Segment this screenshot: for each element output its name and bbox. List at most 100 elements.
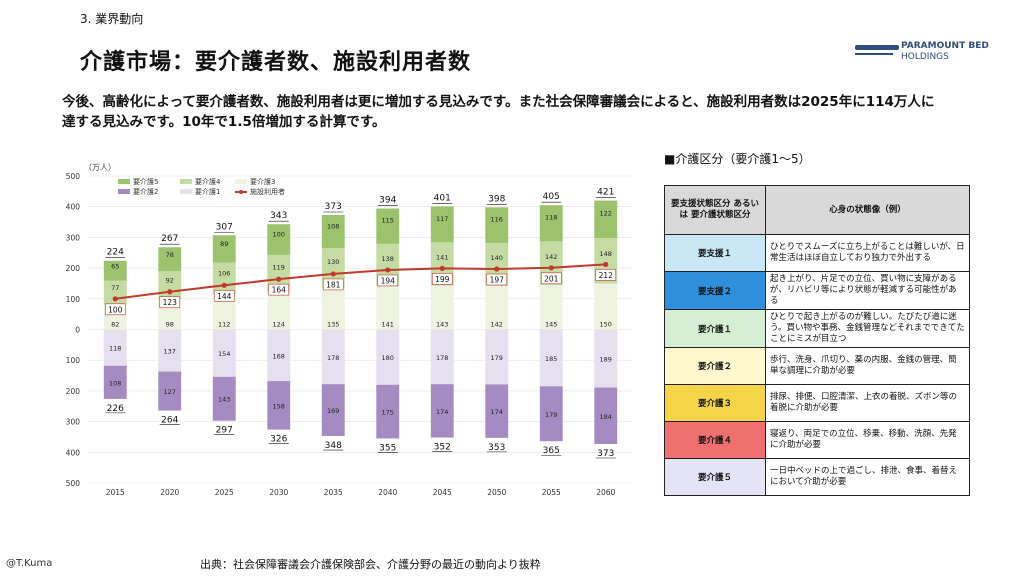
bar-segment <box>267 291 291 330</box>
x-tick-label: 2035 <box>324 488 343 497</box>
care-table-row: 要介護２ 歩行、洗身、爪切り、薬の内服、金銭の管理、簡単な調理に介助が必要 <box>664 347 970 385</box>
bar-segment <box>485 384 509 438</box>
line-label-box <box>159 296 181 309</box>
bar-value-label: 116 <box>491 216 503 224</box>
line-value-label: 194 <box>381 276 396 285</box>
bar-value-label: 142 <box>491 321 503 329</box>
care-level-label: 要介護４ <box>664 421 766 459</box>
bar-value-label: 174 <box>436 408 448 416</box>
line-label-box <box>104 303 126 316</box>
bar-value-label: 169 <box>327 407 339 415</box>
bar-segment <box>212 295 236 330</box>
x-tick-label: 2020 <box>160 488 179 497</box>
bar-segment <box>212 262 236 296</box>
legend-label: 要介護5 <box>133 177 158 186</box>
x-tick-label: 2015 <box>106 488 125 497</box>
line-value-label: 197 <box>490 276 505 285</box>
logo-text-line1: PARAMOUNT BED <box>901 41 989 51</box>
bar-segment <box>158 329 182 372</box>
bar-total-label: 348 <box>325 441 342 451</box>
bar-segment <box>212 376 236 421</box>
bar-value-label: 141 <box>382 321 394 329</box>
care-level-description: ひとりでスムーズに立ち上がることは難しいが、日常生活はほぼ自立しており独力で外出… <box>765 234 970 272</box>
care-level-description: 歩行、洗身、爪切り、薬の内服、金銭の管理、簡単な調理に介助が必要 <box>765 347 970 385</box>
bar-value-label: 112 <box>218 321 230 329</box>
intro-text: 今後、高齢化によって要介護者数、施設利用者は更に増加する見込みです。また社会保障… <box>62 94 935 130</box>
line-point <box>167 289 173 295</box>
y-tick-label: 100 <box>66 295 81 304</box>
y-tick-label: 300 <box>66 418 81 427</box>
bar-segment <box>376 208 400 244</box>
bar-total-label: 226 <box>107 404 124 414</box>
bar-total-label: 401 <box>434 193 451 203</box>
bar-value-label: 137 <box>164 348 176 356</box>
bar-value-label: 150 <box>600 321 612 329</box>
line-label-box <box>322 278 344 291</box>
bar-value-label: 174 <box>491 408 503 416</box>
line-point <box>548 265 554 271</box>
bar-total-label: 353 <box>488 443 505 453</box>
bar-segment <box>594 387 618 445</box>
bar-value-label: 124 <box>273 321 285 329</box>
care-table-row: 要介護５ 一日中ベッドの上で過ごし、排泄、食事、着替えにおいて介助が必要 <box>664 458 970 496</box>
bar-segment <box>103 260 127 281</box>
page-title: 介護市場：要介護者数、施設利用者数 <box>80 50 472 75</box>
bar-value-label: 179 <box>491 354 503 362</box>
bar-value-label: 98 <box>166 321 174 329</box>
line-value-label: 100 <box>108 305 123 314</box>
y-tick-label: 300 <box>66 233 81 242</box>
legend-swatch <box>235 179 247 184</box>
bar-value-label: 65 <box>111 263 119 271</box>
legend-line-marker <box>239 190 243 194</box>
bar-segment <box>594 283 618 330</box>
care-table-row: 要介護３ 排尿、排便、口腔清潔、上衣の着脱、ズボン等の着脱に介助が必要 <box>664 384 970 422</box>
bar-total-label: 373 <box>325 202 342 212</box>
bar-value-label: 119 <box>273 264 285 272</box>
care-level-label: 要支援１ <box>664 234 766 272</box>
care-level-label: 要介護３ <box>664 384 766 422</box>
bar-value-label: 115 <box>382 217 394 225</box>
bar-total-label: 326 <box>270 435 287 445</box>
bar-total-label: 297 <box>216 426 233 436</box>
care-level-description: 排尿、排便、口腔清潔、上衣の着脱、ズボン等の着脱に介助が必要 <box>765 384 970 422</box>
bar-total-label: 398 <box>488 194 505 204</box>
bar-segment <box>321 329 345 385</box>
legend-swatch <box>180 179 192 184</box>
bar-total-label: 394 <box>379 196 396 206</box>
legend-label: 要介護3 <box>250 177 275 186</box>
line-point <box>112 296 118 302</box>
bar-total-label: 405 <box>543 192 560 202</box>
bar-total-label: 352 <box>434 443 451 453</box>
care-level-description: 起き上がり、片足での立位、買い物に支障があるが、リハビリ等により状態が軽減する可… <box>765 271 970 310</box>
bar-total-label: 421 <box>597 188 614 198</box>
logo-text-line2: HOLDINGS <box>901 52 949 62</box>
care-table-header-desc: 心身の状態像（例） <box>765 185 970 235</box>
line-label-box <box>377 274 399 287</box>
line-label-box <box>540 272 562 285</box>
line-point <box>276 276 282 282</box>
bar-value-label: 108 <box>109 379 121 387</box>
legend-label: 要介護4 <box>195 177 221 186</box>
section-label: 3. 業界動向 <box>80 12 144 26</box>
bar-segment <box>158 371 182 411</box>
bar-segment <box>267 381 291 430</box>
line-value-label: 164 <box>272 286 287 295</box>
y-tick-label: 200 <box>66 387 81 396</box>
bar-value-label: 175 <box>382 409 394 417</box>
line-label-box <box>268 283 290 296</box>
y-tick-label: 0 <box>75 326 80 335</box>
care-table-row: 要介護１ ひとりで起き上がるのが難しい。たびたび道に迷う。買い物や事務、金銭管理な… <box>664 309 970 348</box>
bar-total-label: 224 <box>107 248 124 258</box>
legend-label: 施設利用者 <box>250 187 285 196</box>
line-point <box>439 265 445 272</box>
bar-segment <box>376 329 400 385</box>
bar-total-label: 343 <box>270 211 287 221</box>
bar-segment <box>539 205 563 242</box>
care-level-label: 要介護５ <box>664 458 766 496</box>
y-tick-label: 100 <box>66 356 81 365</box>
line-value-label: 181 <box>326 280 341 289</box>
bar-value-label: 127 <box>164 388 176 396</box>
bar-value-label: 143 <box>436 321 448 329</box>
y-tick-label: 500 <box>66 479 81 488</box>
bar-segment <box>430 329 454 385</box>
